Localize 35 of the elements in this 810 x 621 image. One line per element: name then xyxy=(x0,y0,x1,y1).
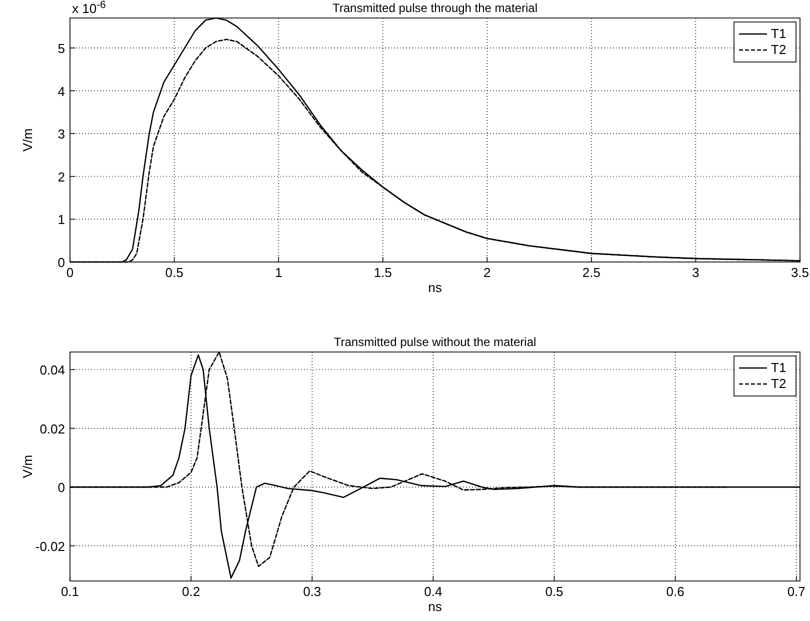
x-tick-label: 3 xyxy=(692,265,700,280)
chart-title: Transmitted pulse without the material xyxy=(334,335,536,349)
y-tick-label: 5 xyxy=(58,40,65,56)
x-tick-label: 0.6 xyxy=(666,584,684,599)
x-tick-label: 0.2 xyxy=(182,584,200,599)
y-axis-title: V/m xyxy=(20,454,35,478)
y-tick-label: 3 xyxy=(58,126,65,142)
x-tick-label: 0.5 xyxy=(165,265,184,280)
x-tick-label: 0.5 xyxy=(545,584,564,599)
y-tick-label: 4 xyxy=(58,84,65,99)
y-tick-label: 0 xyxy=(58,480,65,496)
text: x 10$^{-6}$ xyxy=(72,0,106,16)
x-tick-label: 1 xyxy=(274,265,282,280)
x-axis-title: ns xyxy=(428,599,442,614)
y-tick-label: 0.04 xyxy=(40,362,65,378)
y-axis-title: V/m xyxy=(20,128,35,152)
y-tick-label: -0.02 xyxy=(35,538,65,554)
x-tick-label: 3.5 xyxy=(790,265,810,280)
y-tick-label: 0 xyxy=(58,255,65,270)
legend-label: T2 xyxy=(771,376,786,391)
y-tick-label: 1 xyxy=(58,212,65,228)
x-tick-label: 0.1 xyxy=(60,584,80,599)
x-tick-label: 2.5 xyxy=(582,265,600,280)
legend-label: T1 xyxy=(771,26,786,41)
chart-title: Transmitted pulse through the material xyxy=(332,1,538,15)
x-axis-title: ns xyxy=(428,280,442,295)
legend-label: T2 xyxy=(771,42,786,57)
y-tick-label: 2 xyxy=(58,169,65,184)
x-tick-label: 2 xyxy=(484,265,491,280)
y-tick-label: 0.02 xyxy=(40,421,65,436)
x-tick-label: 0.3 xyxy=(303,584,322,599)
x-tick-label: 0.4 xyxy=(424,584,442,599)
x-tick-label: 0.7 xyxy=(787,584,806,599)
legend-label: T1 xyxy=(771,360,786,375)
x-tick-label: 1.5 xyxy=(374,265,392,280)
